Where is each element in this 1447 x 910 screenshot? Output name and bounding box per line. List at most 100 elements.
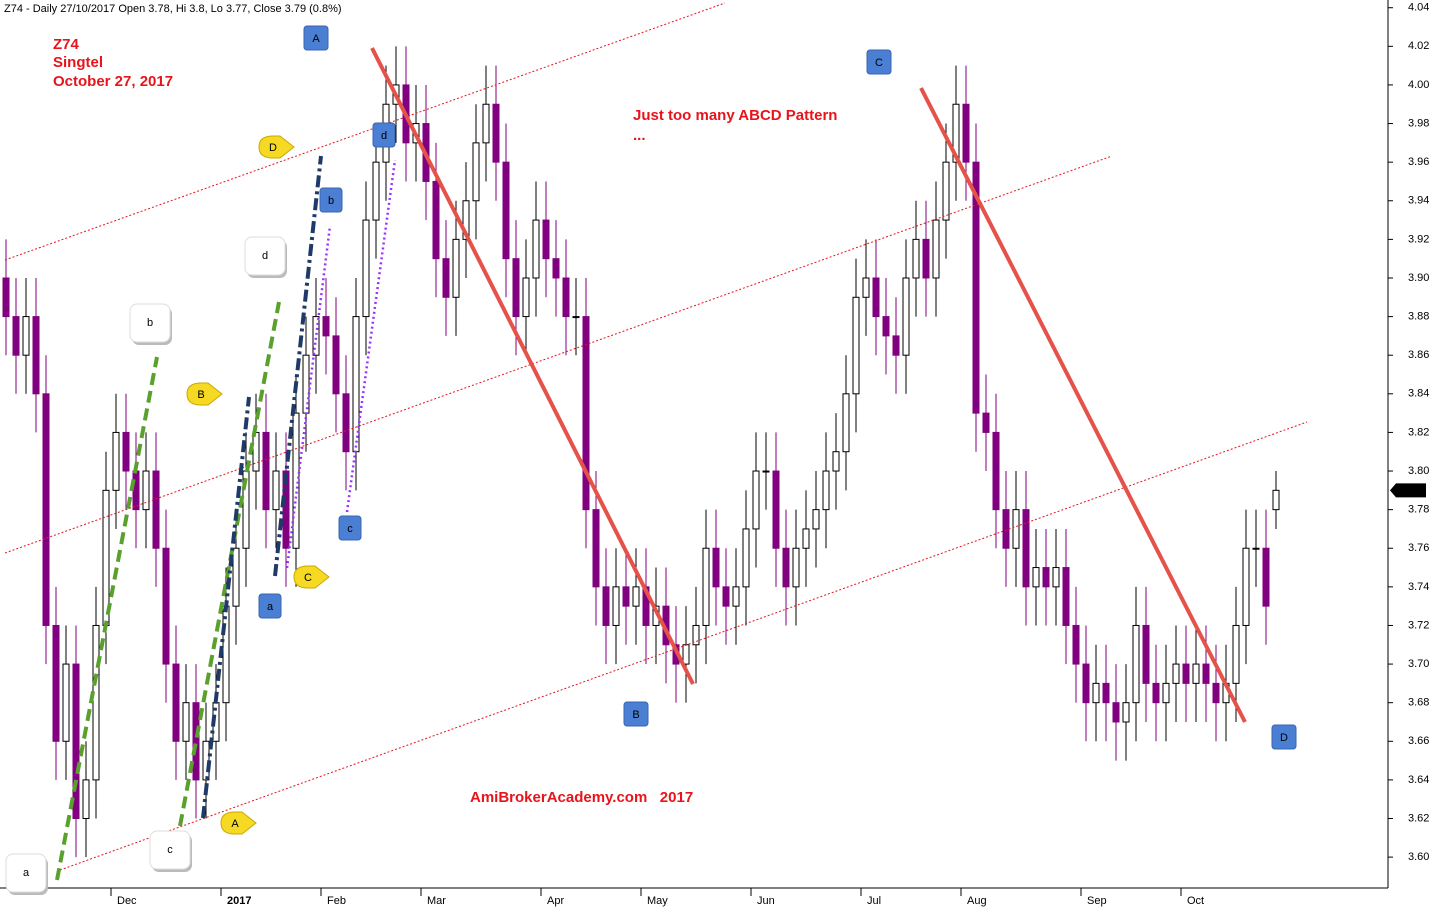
candle-body (432, 180, 440, 260)
candle-body (1052, 567, 1060, 588)
candle-body (732, 586, 740, 607)
ticker-label: Z74 (53, 36, 80, 53)
candle-body (1152, 682, 1160, 704)
candle-body (812, 509, 820, 530)
pattern-label: B (632, 709, 639, 721)
channel-line (4, 155, 1113, 554)
candle-body (1092, 682, 1100, 704)
candle-body (1202, 663, 1210, 684)
y-tick-label: 3.68 (1408, 697, 1429, 709)
candle-body (542, 219, 550, 260)
candle-body (182, 702, 190, 742)
y-tick-label: 3.86 (1408, 349, 1429, 361)
candle-body (802, 528, 810, 549)
candle-body (1212, 682, 1220, 704)
y-tick-label: 3.74 (1408, 581, 1429, 593)
label-box (623, 701, 649, 727)
candle-body (532, 219, 540, 279)
x-tick-label: Sep (1087, 895, 1107, 907)
y-tick-label: 4.04 (1408, 2, 1429, 14)
candle-body (332, 335, 340, 395)
candle-body (902, 277, 910, 356)
candle-body (682, 644, 690, 665)
trend-line (273, 155, 323, 577)
candle-body (302, 354, 310, 414)
y-tick-label: 3.90 (1408, 272, 1429, 284)
company-label: Singtel (53, 54, 103, 71)
x-tick-label: Jul (867, 895, 881, 907)
x-tick-label: May (647, 895, 668, 907)
trend-line (201, 396, 251, 819)
candle-body (1252, 547, 1260, 550)
x-tick-label: Jun (757, 895, 775, 907)
candle-body (1032, 567, 1040, 588)
candle-body (862, 277, 870, 298)
candle-body (22, 316, 30, 356)
candle-body (72, 663, 80, 820)
y-tick-label: 4.02 (1408, 40, 1429, 52)
pattern-label: C (875, 57, 883, 69)
candle-body (842, 393, 850, 453)
candle-body (32, 316, 40, 395)
candle-body (882, 316, 890, 337)
candle-body (1112, 702, 1120, 723)
trend-line (345, 159, 397, 513)
candle-body (492, 103, 500, 163)
candle-body (1162, 682, 1170, 704)
candle-body (1102, 682, 1110, 704)
pattern-label: a (267, 601, 274, 613)
candle-body (792, 547, 800, 588)
candle-body (252, 431, 260, 472)
pattern-label: A (312, 33, 320, 45)
drawings (4, 2, 1308, 881)
candle-body (1132, 624, 1140, 704)
y-tick-label: 3.98 (1408, 117, 1429, 129)
candle-body (462, 200, 470, 240)
candle-body (572, 316, 580, 319)
pattern-label: b (328, 195, 334, 207)
candle-body (1192, 663, 1200, 684)
label-box (129, 303, 171, 343)
y-tick-label: 3.94 (1408, 195, 1429, 207)
candle-body (12, 316, 20, 356)
header: Z74 - Daily 27/10/2017 Open 3.78, Hi 3.8… (4, 3, 342, 15)
y-tick-label: 3.62 (1408, 812, 1429, 824)
candle-body (1242, 547, 1250, 626)
candle-body (852, 296, 860, 395)
label-box (372, 122, 396, 148)
candle-body (1072, 624, 1080, 665)
label-box (258, 593, 282, 619)
pattern-label: C (304, 572, 312, 584)
watermark: AmiBrokerAcademy.com 2017 (470, 789, 693, 806)
candle-body (362, 219, 370, 318)
trend-line (370, 47, 695, 685)
note: Just too many ABCD Pattern (633, 107, 837, 124)
candle-body (922, 238, 930, 279)
x-tick-label: Feb (327, 895, 346, 907)
candle-body (152, 470, 160, 549)
candle-body (622, 586, 630, 607)
candle-body (762, 470, 770, 473)
candle-body (822, 470, 830, 511)
candle-body (1022, 509, 1030, 588)
candle-body (512, 258, 520, 318)
candle-body (142, 470, 150, 511)
pattern-label: D (269, 142, 277, 154)
candle-body (1012, 509, 1020, 549)
y-tick-label: 3.76 (1408, 542, 1429, 554)
candle-body (942, 161, 950, 221)
note: ... (633, 127, 646, 144)
label-box (186, 382, 223, 406)
candle-body (122, 431, 130, 472)
candle-body (1002, 509, 1010, 549)
candle-body (912, 238, 920, 279)
candle-body (172, 663, 180, 742)
label-box (258, 135, 295, 159)
candle-body (1172, 663, 1180, 684)
x-tick-label: Oct (1187, 895, 1204, 907)
y-tick-label: 3.60 (1408, 851, 1429, 863)
candle-body (992, 431, 1000, 511)
pattern-label: B (197, 389, 204, 401)
candle-body (772, 470, 780, 549)
candle-body (702, 547, 710, 626)
